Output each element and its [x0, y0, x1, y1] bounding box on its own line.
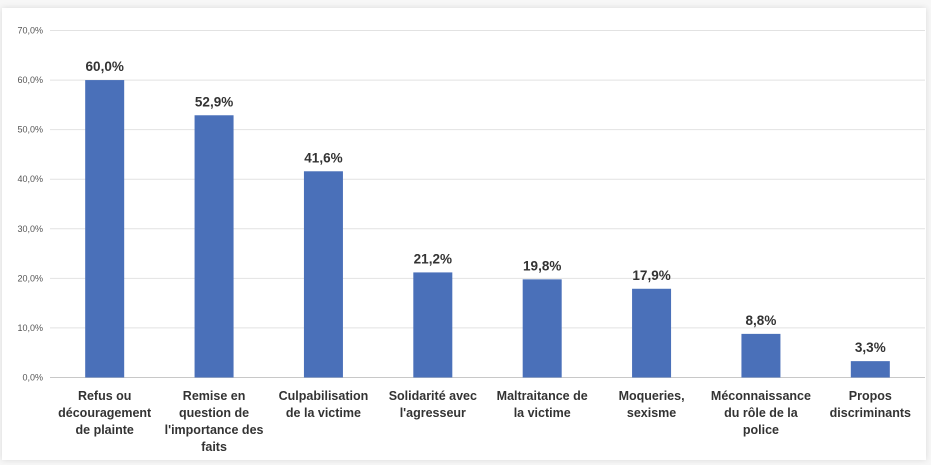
y-tick-label: 10,0% — [17, 323, 43, 333]
x-category-label-line: Maltraitance de — [497, 389, 588, 403]
x-category-label: Culpabilisation de la victime — [279, 389, 369, 420]
x-category-label: Moqueries, sexisme — [619, 389, 685, 420]
x-category-label: Maltraitance de la victime — [497, 389, 588, 420]
x-category-label: Refus ou découragement de plainte — [58, 389, 152, 437]
bar — [194, 115, 234, 378]
x-category-label-line: de plainte — [76, 423, 134, 437]
x-category-label: Remise en question de l'importance des fait… — [165, 389, 264, 454]
data-label: 17,9% — [632, 268, 670, 283]
x-category-label-line: Propos — [849, 389, 892, 403]
x-category-label-line: discriminants — [830, 406, 911, 420]
bar — [85, 80, 125, 378]
x-category-label: Solidarité avec l'agresseur — [389, 389, 477, 420]
bar — [413, 272, 453, 378]
x-category-label-line: question de — [179, 406, 249, 420]
x-category-label-line: Méconnaissance — [711, 389, 811, 403]
data-label: 8,8% — [746, 313, 777, 328]
data-label: 21,2% — [414, 251, 452, 266]
x-category-label-line: Refus ou — [78, 389, 131, 403]
x-category-label-line: l'importance des — [165, 423, 264, 437]
y-tick-label: 0,0% — [22, 373, 43, 383]
data-label: 52,9% — [195, 94, 233, 109]
y-tick-label: 60,0% — [17, 75, 43, 85]
data-label: 41,6% — [304, 150, 342, 165]
x-category-label: Méconnaissance du rôle de la police — [711, 389, 811, 437]
bar — [741, 333, 781, 378]
x-category-label-line: Moqueries, — [619, 389, 685, 403]
data-label: 3,3% — [855, 340, 886, 355]
x-category-label-line: du rôle de la — [724, 406, 799, 420]
x-category-label-line: Culpabilisation — [279, 389, 369, 403]
x-category-label-line: la victime — [514, 406, 571, 420]
x-category-label-line: découragement — [58, 406, 152, 420]
chart-card — [2, 8, 926, 460]
x-category-label-line: Solidarité avec — [389, 389, 477, 403]
x-category-label-line: de la victime — [286, 406, 361, 420]
bar — [522, 279, 562, 378]
bar — [632, 288, 672, 378]
y-tick-label: 20,0% — [17, 273, 43, 283]
y-tick-label: 30,0% — [17, 224, 43, 234]
data-label: 60,0% — [86, 59, 124, 74]
x-category-label-line: l'agresseur — [400, 406, 466, 420]
bar — [850, 361, 890, 378]
x-category-label-line: police — [743, 423, 779, 437]
x-category-label-line: faits — [201, 440, 227, 454]
y-tick-label: 50,0% — [17, 125, 43, 135]
x-category-label-line: Remise en — [183, 389, 246, 403]
y-tick-label: 70,0% — [17, 26, 43, 36]
x-category-label: Propos discriminants — [830, 389, 911, 420]
x-category-label-line: sexisme — [627, 406, 676, 420]
bar — [303, 171, 343, 378]
y-tick-label: 40,0% — [17, 174, 43, 184]
data-label: 19,8% — [523, 258, 561, 273]
